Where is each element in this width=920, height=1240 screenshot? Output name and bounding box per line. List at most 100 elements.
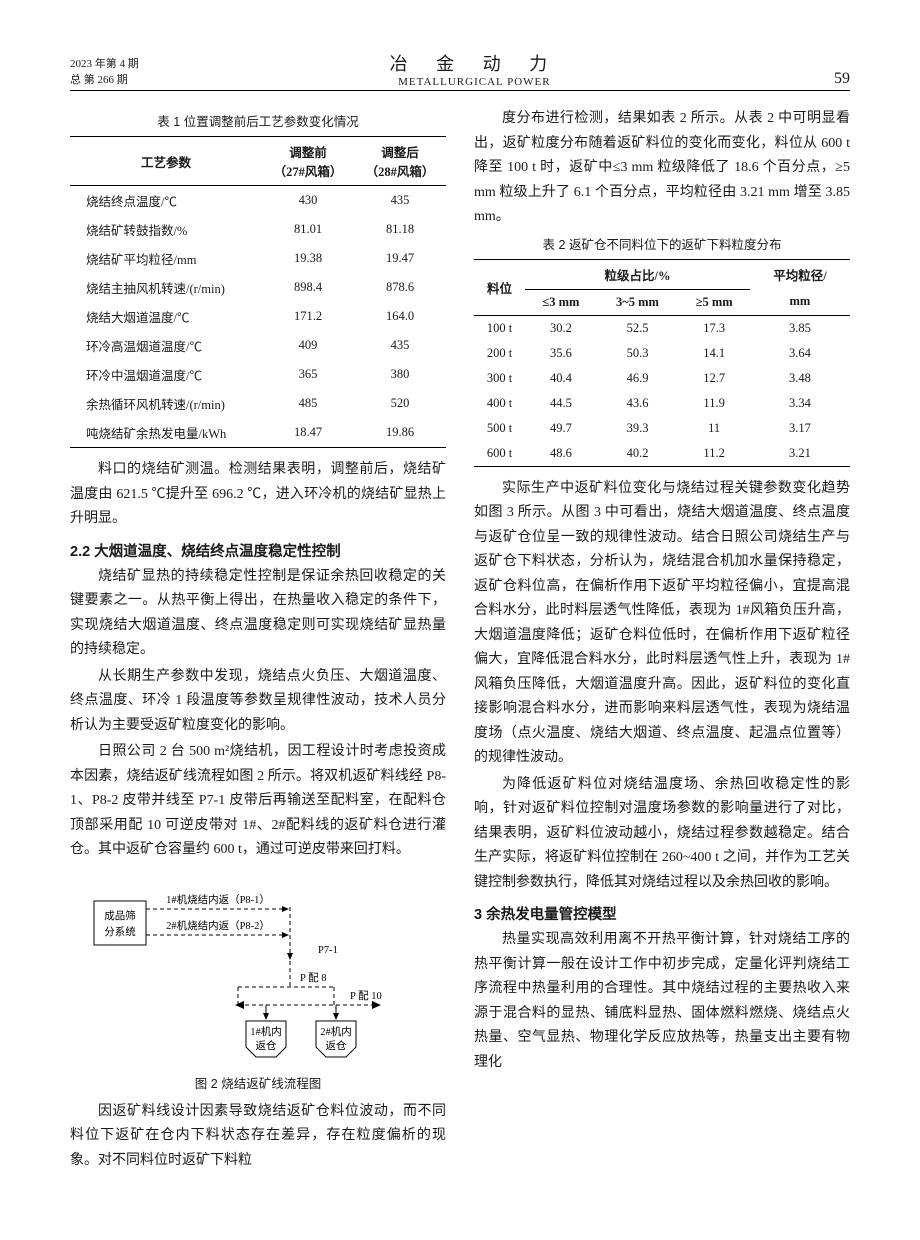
paragraph: 为降低返矿料位对烧结温度场、余热回收稳定性的影响，针对返矿料位控制对温度场参数的… [474,773,850,896]
issue-line: 2023 年第 4 期 [70,57,139,72]
table-cell: 46.9 [597,366,679,391]
section-heading: 2.2 大烟道温度、烧结终点温度稳定性控制 [70,540,446,561]
diagram-label: 1#机烧结内返（P8-1） [166,893,270,906]
table-row: 烧结矿转鼓指数/%81.0181.18 [70,215,446,244]
diagram-label: P7-1 [318,945,338,956]
paragraph: 度分布进行检测，结果如表 2 所示。从表 2 中可明显看出，返矿粒度分布随着返矿… [474,107,850,230]
diagram-label: 2#机烧结内返（P8-2） [166,919,270,932]
page-header: 2023 年第 4 期 总 第 266 期 冶 金 动 力 METALLURGI… [70,50,850,91]
table-cell: 烧结终点温度/℃ [70,186,262,216]
table-cell: 39.3 [597,416,679,441]
table-cell: 200 t [474,341,525,366]
table-cell: 环冷中温烟道温度/℃ [70,360,262,389]
table-cell: 435 [354,331,446,360]
table-cell: 18.47 [262,418,354,448]
table2-header-row: ≤3 mm 3~5 mm ≥5 mm mm [474,289,850,315]
table-cell: 烧结矿转鼓指数/% [70,215,262,244]
table-cell: 49.7 [525,416,597,441]
diagram-label: P 配 10 [350,990,382,1002]
table-cell: 吨烧结矿余热发电量/kWh [70,418,262,448]
table2-h: ≤3 mm [525,289,597,315]
table-cell: 430 [262,186,354,216]
paragraph: 因返矿料线设计因素导致烧结返矿仓料位波动，而不同料位下返矿在仓内下料状态存在差异… [70,1100,446,1174]
table2-header-row: 料位 粒级占比/% 平均粒径/ [474,259,850,289]
right-column: 度分布进行检测，结果如表 2 所示。从表 2 中可明显看出，返矿粒度分布随着返矿… [474,107,850,1175]
table-cell: 11 [678,416,750,441]
table1-h: 工艺参数 [70,137,262,186]
table-cell: 烧结大烟道温度/℃ [70,302,262,331]
table-row: 500 t49.739.3113.17 [474,416,850,441]
table-row: 烧结矿平均粒径/mm19.3819.47 [70,244,446,273]
table2: 料位 粒级占比/% 平均粒径/ ≤3 mm 3~5 mm ≥5 mm mm 10… [474,259,850,467]
diagram-label: 返仓 [256,1039,277,1052]
table-cell: 35.6 [525,341,597,366]
table-cell: 500 t [474,416,525,441]
table-row: 100 t30.252.517.33.85 [474,315,850,341]
table-cell: 19.47 [354,244,446,273]
diagram-label: 成品筛 [104,909,136,922]
table-cell: 300 t [474,366,525,391]
table-cell: 100 t [474,315,525,341]
table-row: 烧结终点温度/℃430435 [70,186,446,216]
table-cell: 50.3 [597,341,679,366]
table-cell: 17.3 [678,315,750,341]
table-cell: 878.6 [354,273,446,302]
table2-h: mm [750,289,850,315]
table-cell: 164.0 [354,302,446,331]
table-row: 烧结主抽风机转速/(r/min)898.4878.6 [70,273,446,302]
table-cell: 烧结主抽风机转速/(r/min) [70,273,262,302]
table-row: 300 t40.446.912.73.48 [474,366,850,391]
table-row: 200 t35.650.314.13.64 [474,341,850,366]
table-cell: 43.6 [597,391,679,416]
table-cell: 171.2 [262,302,354,331]
table-row: 吨烧结矿余热发电量/kWh18.4719.86 [70,418,446,448]
table-cell: 12.7 [678,366,750,391]
table-cell: 52.5 [597,315,679,341]
table-cell: 烧结矿平均粒径/mm [70,244,262,273]
table-row: 400 t44.543.611.93.34 [474,391,850,416]
diagram-label: 分系统 [104,925,136,938]
table-row: 烧结大烟道温度/℃171.2164.0 [70,302,446,331]
table-cell: 14.1 [678,341,750,366]
paragraph: 实际生产中返矿料位变化与烧结过程关键参数变化趋势如图 3 所示。从图 3 中可看… [474,477,850,771]
table-cell: 30.2 [525,315,597,341]
table-cell: 44.5 [525,391,597,416]
table-cell: 环冷高温烟道温度/℃ [70,331,262,360]
journal-title-cn: 冶 金 动 力 [139,50,810,76]
table-cell: 40.4 [525,366,597,391]
diagram-label: P 配 8 [300,972,326,984]
diagram-label: 1#机内 [250,1025,282,1038]
table-cell: 898.4 [262,273,354,302]
table-cell: 81.01 [262,215,354,244]
table1: 工艺参数 调整前 （27#风箱） 调整后 （28#风箱） 烧结终点温度/℃430… [70,136,446,448]
table-cell: 19.38 [262,244,354,273]
table-cell: 81.18 [354,215,446,244]
table-cell: 3.21 [750,441,850,467]
table-cell: 400 t [474,391,525,416]
table-cell: 3.34 [750,391,850,416]
table-cell: 520 [354,389,446,418]
journal-title-en: METALLURGICAL POWER [139,76,810,88]
paragraph: 热量实现高效利用离不开热平衡计算，针对烧结工序的热平衡计算一般在设计工作中初步完… [474,928,850,1075]
table-cell: 11.9 [678,391,750,416]
table-cell: 435 [354,186,446,216]
table-cell: 365 [262,360,354,389]
diagram-label: 2#机内 [320,1025,352,1038]
table2-h: 料位 [474,259,525,315]
table-cell: 600 t [474,441,525,467]
paragraph: 从长期生产参数中发现，烧结点火负压、大烟道温度、终点温度、环冷 1 段温度等参数… [70,665,446,739]
two-column-layout: 表 1 位置调整前后工艺参数变化情况 工艺参数 调整前 （27#风箱） 调整后 … [70,107,850,1175]
table-cell: 3.17 [750,416,850,441]
section-heading: 3 余热发电量管控模型 [474,903,850,924]
page-number: 59 [810,70,850,88]
table-cell: 3.85 [750,315,850,341]
table-row: 余热循环风机转速/(r/min)485520 [70,389,446,418]
table2-h: 3~5 mm [597,289,679,315]
table-cell: 11.2 [678,441,750,467]
table-cell: 3.48 [750,366,850,391]
table1-h: 调整前 （27#风箱） [262,137,354,186]
table-cell: 19.86 [354,418,446,448]
table1-header-row: 工艺参数 调整前 （27#风箱） 调整后 （28#风箱） [70,137,446,186]
table1-title: 表 1 位置调整前后工艺参数变化情况 [70,111,446,130]
table-row: 环冷中温烟道温度/℃365380 [70,360,446,389]
